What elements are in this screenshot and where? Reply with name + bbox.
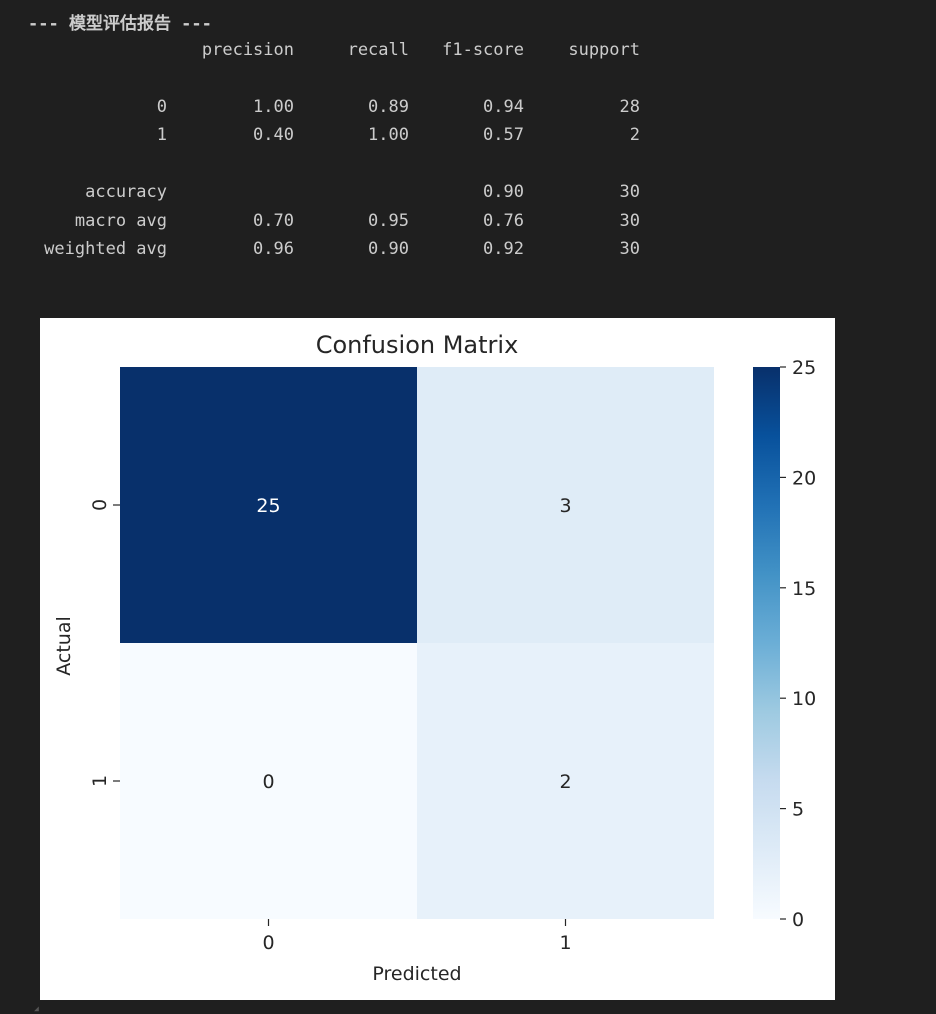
cell-weighted-recall: 0.90 <box>368 239 409 259</box>
row-label-weighted-avg: weighted avg <box>44 239 167 259</box>
colorbar-tick-label-5: 25 <box>792 357 816 379</box>
col-header-recall: recall <box>347 40 409 60</box>
cell-annotation-0-1: 3 <box>559 495 571 517</box>
cell-1-precision: 0.40 <box>253 125 294 145</box>
report-title: --- 模型评估报告 --- <box>28 14 212 34</box>
cell-macro-recall: 0.95 <box>368 211 409 231</box>
cell-macro-support: 30 <box>619 211 640 231</box>
heatmap-cell-0-1 <box>417 367 714 643</box>
heatmap-cell-1-1 <box>417 643 714 919</box>
row-label-accuracy: accuracy <box>85 182 167 202</box>
cell-0-precision: 1.00 <box>253 97 294 117</box>
row-label-1: 1 <box>156 125 167 145</box>
row-label-macro-avg: macro avg <box>74 211 167 231</box>
col-header-support: support <box>568 40 640 60</box>
confusion-matrix-figure: Confusion Matrix 25 3 0 2 0 1 0 1 Predicted A… <box>40 318 835 1000</box>
cell-1-recall: 1.00 <box>368 125 409 145</box>
colorbar-tick-label-1: 5 <box>792 799 804 821</box>
x-tick-label-0: 0 <box>262 932 274 954</box>
cell-0-recall: 0.89 <box>368 97 409 117</box>
colorbar-tick-label-4: 20 <box>792 467 816 489</box>
cell-macro-f1: 0.76 <box>483 211 524 231</box>
cell-annotation-0-0: 25 <box>256 495 280 517</box>
heatmap-cell-1-0 <box>120 643 417 919</box>
confusion-matrix-svg: Confusion Matrix 25 3 0 2 0 1 0 1 Predicted A… <box>53 331 816 985</box>
cell-1-support: 2 <box>629 125 640 145</box>
colorbar-tick-label-3: 15 <box>792 578 816 600</box>
y-tick-label-0: 0 <box>89 499 111 511</box>
cell-accuracy-support: 30 <box>619 182 640 202</box>
cell-weighted-f1: 0.92 <box>483 239 524 259</box>
y-tick-label-1: 1 <box>89 775 111 787</box>
scroll-corner-marker: ◢ <box>34 1004 39 1013</box>
chart-title: Confusion Matrix <box>316 331 519 359</box>
cell-accuracy-f1: 0.90 <box>483 182 524 202</box>
cell-weighted-support: 30 <box>619 239 640 259</box>
y-axis-label: Actual <box>53 616 75 676</box>
col-header-f1: f1-score <box>442 40 524 60</box>
colorbar-tick-label-2: 10 <box>792 688 816 710</box>
row-label-0: 0 <box>156 97 167 117</box>
cell-0-support: 28 <box>619 97 640 117</box>
cell-annotation-1-0: 0 <box>262 771 274 793</box>
col-header-precision: precision <box>201 40 294 60</box>
cell-1-f1: 0.57 <box>483 125 524 145</box>
cell-macro-precision: 0.70 <box>253 211 294 231</box>
cell-0-f1: 0.94 <box>483 97 524 117</box>
cell-weighted-precision: 0.96 <box>253 239 294 259</box>
colorbar-tick-label-0: 0 <box>792 909 804 931</box>
x-tick-label-1: 1 <box>559 932 571 954</box>
colorbar <box>753 367 780 919</box>
heatmap-cell-0-0 <box>120 367 417 643</box>
x-axis-label: Predicted <box>372 963 461 985</box>
cell-annotation-1-1: 2 <box>559 771 571 793</box>
